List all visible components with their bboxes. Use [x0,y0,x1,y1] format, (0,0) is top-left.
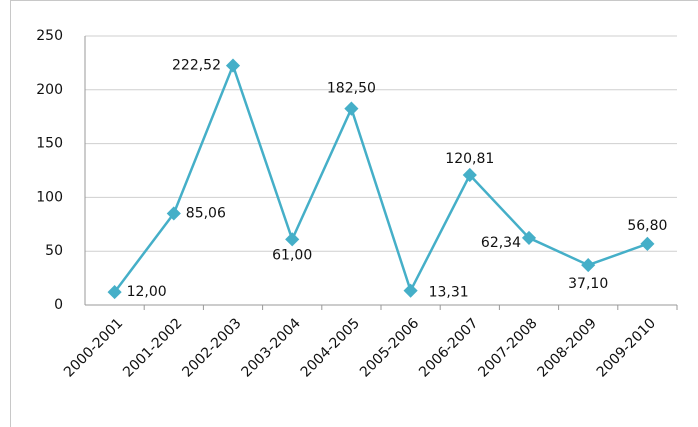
x-tick-label: 2008-2009 [535,315,600,380]
line [113,61,648,294]
marker [166,206,181,221]
chart-frame [10,0,698,427]
data-label: 61,00 [272,247,312,263]
x-tick-label: 2001-2002 [120,315,185,380]
y-tick-label: 200 [36,82,63,98]
data-label: 182,50 [327,81,376,97]
marker [403,283,418,298]
marker [581,258,596,273]
y-tick-label: 0 [54,297,63,313]
x-tick-label: 2006-2007 [416,315,481,380]
x-tick-label: 2002-2003 [179,315,244,380]
y-tick-label: 50 [45,243,63,259]
y-tick-label: 250 [36,28,63,44]
y-tick-label: 150 [36,136,63,152]
x-tick-label: 2007-2008 [475,315,540,380]
x-tick-label: 2005-2006 [357,315,422,380]
marker [462,167,477,183]
x-tick-label: 2009-2010 [594,315,659,380]
data-label: 85,06 [186,205,226,221]
x-tick-label: 2004-2005 [298,315,363,380]
x-tick-label: 2003-2004 [239,315,304,380]
y-tick-label: 100 [36,189,63,205]
marker [285,232,300,247]
marker [521,230,537,245]
data-label: 62,34 [481,235,521,251]
data-label: 12,00 [127,284,167,300]
marker [225,58,241,73]
marker [640,236,655,251]
data-label: 120,81 [445,151,494,167]
marker [344,101,359,116]
data-label: 222,52 [172,58,221,74]
x-tick-label: 2000-2001 [61,315,126,380]
data-label: 56,80 [627,218,667,234]
data-label: 13,31 [429,285,469,301]
data-label: 37,10 [568,276,608,292]
marker [107,285,122,300]
